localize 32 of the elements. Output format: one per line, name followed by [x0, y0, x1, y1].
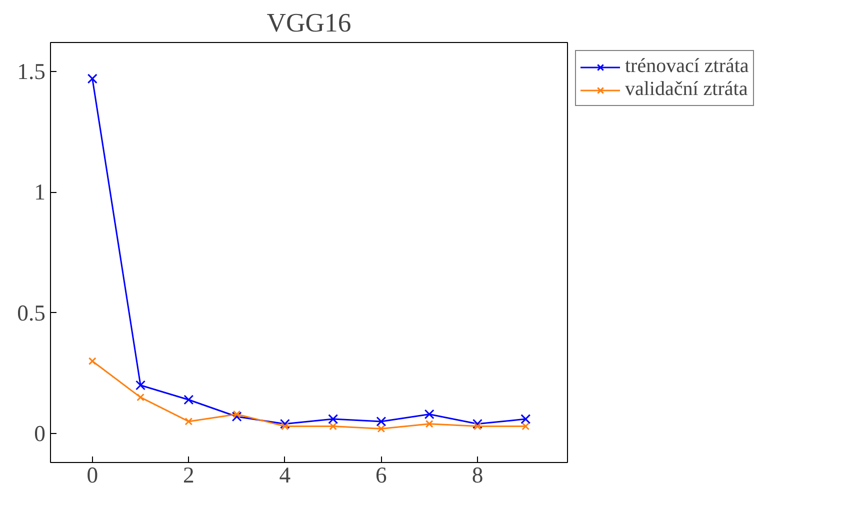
point — [474, 422, 482, 430]
legend-label: validační ztráta — [625, 78, 748, 101]
chart-title: VGG16 — [266, 8, 352, 38]
y-tick-label: 0.5 — [17, 300, 46, 326]
point — [520, 414, 531, 424]
point — [184, 394, 194, 405]
point — [425, 420, 434, 428]
legend-label: trénovací ztráta — [625, 55, 749, 78]
point — [424, 409, 434, 420]
point — [472, 418, 482, 429]
point — [281, 422, 289, 430]
point — [136, 380, 146, 390]
point — [376, 416, 386, 426]
point — [522, 422, 530, 430]
point — [184, 418, 193, 426]
point — [88, 357, 96, 366]
x-tick-label: 2 — [182, 462, 194, 488]
point — [136, 393, 144, 402]
y-tick-label: 1.5 — [17, 58, 46, 84]
point — [280, 418, 290, 429]
y-tick-label: 0 — [34, 421, 46, 446]
point — [377, 424, 386, 433]
point — [329, 422, 337, 430]
point — [232, 412, 242, 422]
point — [232, 410, 241, 418]
point — [328, 414, 338, 424]
x-tick-label: 6 — [376, 462, 387, 488]
x-tick-label: 8 — [472, 462, 484, 488]
y-tick-label: 1 — [34, 180, 46, 205]
x-tick-label: 4 — [279, 462, 291, 488]
x-tick-label: 0 — [86, 462, 98, 488]
point — [87, 74, 98, 84]
